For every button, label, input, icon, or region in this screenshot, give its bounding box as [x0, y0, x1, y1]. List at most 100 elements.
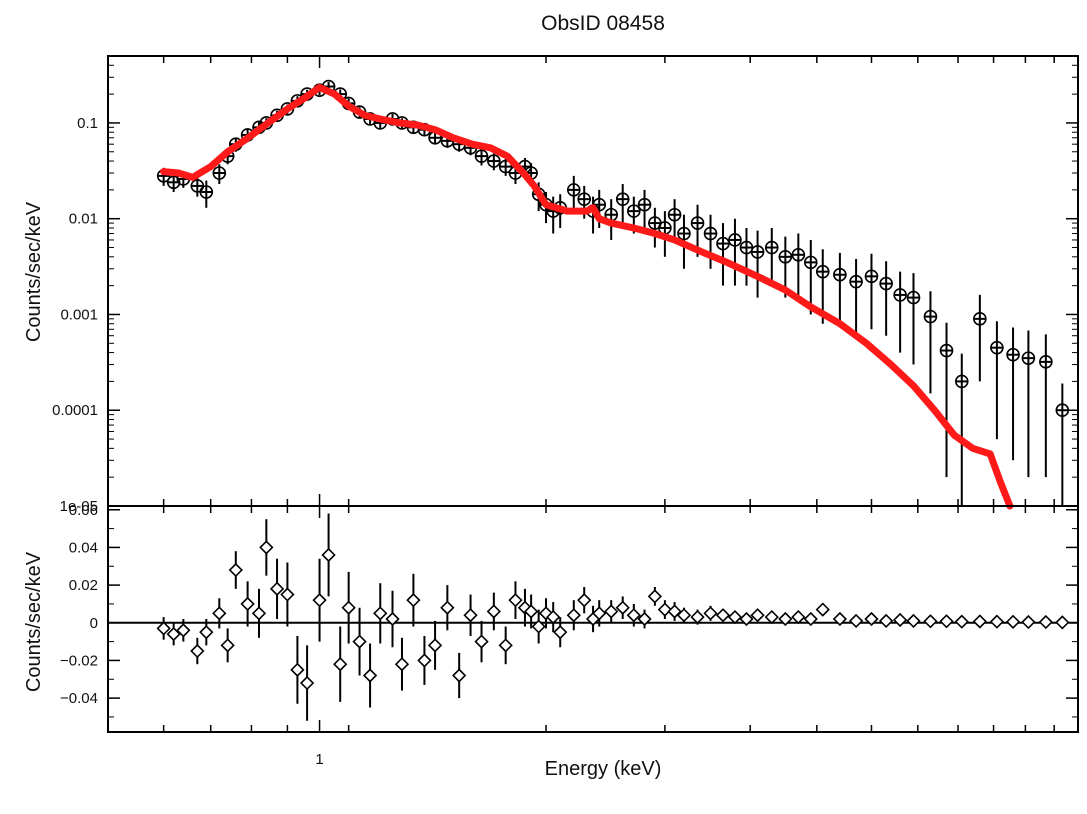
residual-point — [168, 623, 180, 646]
spectrum-point — [834, 253, 846, 324]
residuals-y-tick-label: 0.02 — [69, 577, 98, 594]
residual-marker — [488, 605, 500, 617]
residual-point — [941, 615, 953, 627]
residual-marker — [1007, 616, 1019, 628]
spectrum-point — [880, 261, 892, 336]
residual-point — [253, 589, 265, 638]
spectrum-panel: 1e-050.00010.0010.010.1 Counts/sec/keV — [23, 56, 1078, 515]
residual-point — [323, 514, 335, 597]
residual-marker — [441, 602, 453, 614]
residual-marker — [476, 636, 488, 648]
residual-point — [1040, 616, 1052, 628]
residual-point — [792, 611, 804, 623]
spectrum-point — [907, 273, 919, 364]
residual-marker — [301, 677, 313, 689]
spectrum-point — [200, 181, 212, 208]
residual-point — [418, 636, 430, 685]
residual-marker — [792, 611, 804, 623]
residual-point — [488, 593, 500, 631]
residual-point — [291, 636, 303, 704]
residual-point — [314, 559, 326, 642]
residual-point — [578, 587, 590, 613]
residual-marker — [766, 611, 778, 623]
x-axis-label: Energy (keV) — [545, 758, 662, 780]
residual-marker — [554, 626, 566, 638]
residual-point — [343, 572, 355, 644]
spectrum-point — [752, 231, 764, 298]
residual-marker — [200, 626, 212, 638]
residuals-x-ticks: 1 — [108, 506, 1054, 768]
residual-point — [374, 583, 386, 643]
residual-point — [191, 638, 203, 664]
residual-point — [334, 627, 346, 702]
residual-point — [242, 581, 254, 626]
residual-point — [817, 604, 829, 616]
residual-marker — [817, 604, 829, 616]
residual-marker — [323, 549, 335, 561]
residual-marker — [222, 639, 234, 651]
residual-marker — [191, 645, 203, 657]
residuals-y-axis-label: Counts/sec/keV — [23, 551, 45, 692]
spectrum-y-tick-label: 0.01 — [69, 211, 98, 228]
residual-marker — [242, 598, 254, 610]
residual-marker — [568, 609, 580, 621]
spectrum-y-axis-label: Counts/sec/keV — [23, 201, 45, 342]
x-tick-label: 1 — [315, 751, 323, 768]
residual-marker — [991, 616, 1003, 628]
residual-marker — [729, 611, 741, 623]
residual-point — [222, 628, 234, 662]
residual-point — [213, 598, 225, 628]
residual-point — [500, 627, 512, 665]
residual-point — [271, 559, 283, 619]
residual-point — [729, 611, 741, 623]
residual-point — [230, 551, 242, 589]
residual-point — [301, 645, 313, 720]
residual-marker — [253, 607, 265, 619]
residual-point — [894, 614, 906, 626]
spectrum-y-tick-label: 0.001 — [60, 306, 98, 323]
spectrum-point — [991, 321, 1003, 439]
residual-marker — [158, 622, 170, 634]
residual-point — [991, 616, 1003, 628]
residual-marker — [705, 607, 717, 619]
residual-marker — [314, 594, 326, 606]
residual-marker — [974, 615, 986, 627]
residuals-y-tick-label: −0.02 — [60, 652, 98, 669]
residual-point — [158, 617, 170, 640]
spectrum-point — [488, 153, 500, 170]
residual-point — [281, 563, 293, 627]
residual-marker — [894, 614, 906, 626]
residual-marker — [334, 658, 346, 670]
residual-marker — [418, 654, 430, 666]
residual-marker — [752, 609, 764, 621]
spectrum-point — [1022, 331, 1034, 478]
residual-point — [974, 615, 986, 627]
residuals-data-points — [158, 514, 1069, 721]
residual-point — [1022, 616, 1034, 628]
residual-point — [396, 638, 408, 691]
residual-marker — [291, 664, 303, 676]
spectrum-point — [1056, 384, 1068, 506]
residual-point — [509, 581, 521, 619]
residual-point — [605, 600, 617, 623]
residual-marker — [396, 658, 408, 670]
residual-marker — [578, 594, 590, 606]
spectrum-point — [956, 354, 968, 506]
spectrum-point — [1040, 334, 1052, 477]
residual-marker — [659, 604, 671, 616]
residual-point — [669, 602, 681, 621]
residual-point — [465, 595, 477, 636]
residual-marker — [374, 607, 386, 619]
residual-marker — [429, 639, 441, 651]
residual-marker — [281, 589, 293, 601]
residual-marker — [453, 670, 465, 682]
model-curve — [164, 87, 1010, 506]
residual-point — [649, 587, 661, 606]
residuals-y-tick-label: 0.06 — [69, 502, 98, 519]
spectrum-point — [729, 219, 741, 286]
residual-point — [429, 621, 441, 670]
residual-marker — [213, 607, 225, 619]
residual-point — [547, 602, 559, 632]
residual-marker — [364, 670, 376, 682]
